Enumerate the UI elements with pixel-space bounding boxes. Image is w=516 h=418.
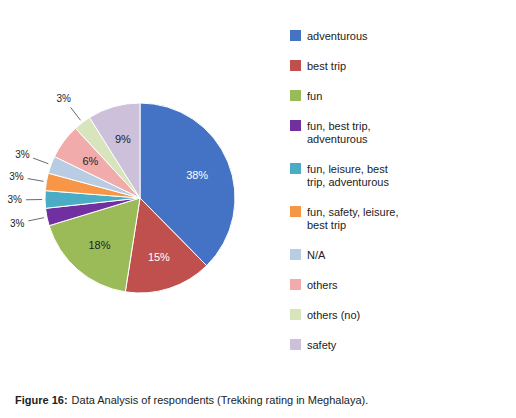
legend-swatch (290, 279, 301, 290)
legend-swatch (290, 249, 301, 260)
data-label: 6% (82, 155, 98, 167)
data-label: 3% (10, 218, 25, 229)
legend-label: others (no) (307, 309, 360, 321)
leader-line (71, 107, 81, 120)
legend-swatch (290, 30, 301, 41)
legend-label: others (307, 279, 338, 291)
legend-label: fun, best trip,adventurous (307, 120, 371, 145)
leader-line (28, 218, 44, 221)
data-label: 3% (9, 171, 24, 182)
data-label: 3% (15, 149, 30, 160)
leader-line (26, 199, 42, 200)
data-label: 3% (57, 93, 72, 104)
legend-label: fun, leisure, besttrip, adventurous (307, 163, 389, 188)
data-label: 38% (186, 169, 208, 181)
legend-label: fun (307, 90, 322, 102)
legend-label: N/A (307, 249, 326, 261)
data-label: 18% (88, 239, 110, 251)
pie (45, 103, 235, 293)
legend-swatch (290, 163, 301, 174)
chart-svg: 38% 15% 18% 3% 3% 3% 3% 6% 3% 9% adventurous best t… (0, 0, 516, 418)
subtitle: Data Analysis of respondents (Trekking r… (72, 394, 369, 406)
legend-swatch (290, 339, 301, 350)
data-label: 9% (115, 133, 131, 145)
caption: Figure 16: Data Analysis of respondents (… (15, 394, 368, 406)
data-label: 15% (148, 251, 170, 263)
legend-label: best trip (307, 60, 346, 72)
legend-swatch (290, 206, 301, 217)
legend-label: safety (307, 339, 337, 351)
legend-swatch (290, 309, 301, 320)
chart-container: 38% 15% 18% 3% 3% 3% 3% 6% 3% 9% adventurous best t… (0, 0, 516, 418)
pie-slice (90, 103, 140, 198)
data-labels: 38% 15% 18% 3% 3% 3% 3% 6% 3% 9% (7, 93, 208, 263)
leader-line (33, 158, 48, 164)
data-label: 3% (7, 194, 22, 205)
legend: adventurous best trip fun fun, best trip,ad… (290, 30, 399, 351)
legend-swatch (290, 60, 301, 71)
legend-label: adventurous (307, 30, 368, 42)
title: Figure 16: (15, 394, 68, 406)
legend-swatch (290, 120, 301, 131)
legend-label: fun, safety, leisure,best trip (307, 206, 399, 231)
legend-swatch (290, 90, 301, 101)
leader-line (28, 179, 44, 182)
